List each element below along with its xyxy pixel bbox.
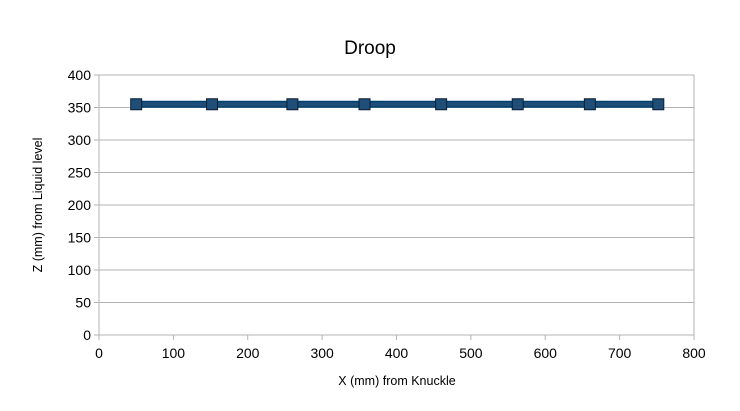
x-tick-label-400: 400 [385,345,409,361]
y-tick-label-300: 300 [68,132,92,148]
data-point-7 [652,98,665,111]
data-point-3 [358,98,371,111]
y-tick-label-400: 400 [68,67,92,83]
x-axis-label: X (mm) from Knuckle [338,374,455,388]
data-point-4 [435,98,448,111]
data-point-1 [206,98,219,111]
x-tick-label-500: 500 [459,345,483,361]
x-tick-label-100: 100 [162,345,186,361]
y-tick-label-250: 250 [68,165,92,181]
chart-title: Droop [344,38,396,59]
y-tick-label-150: 150 [68,230,92,246]
x-tick-label-300: 300 [310,345,334,361]
data-point-2 [286,98,299,111]
y-tick-label-200: 200 [68,197,92,213]
data-point-5 [511,98,524,111]
x-tick-label-0: 0 [95,345,103,361]
series-layer [130,98,665,111]
y-tick-label-0: 0 [83,327,91,343]
y-axis-label: Z (mm) from Liquid level [31,138,45,273]
grid-layer [99,107,694,303]
x-tick-label-700: 700 [608,345,632,361]
y-tick-label-100: 100 [68,262,92,278]
ticks-layer: 0 50 100 150 200 250 300 350 400 0 100 200 300 400 500… [68,67,706,361]
y-tick-label-50: 50 [75,295,91,311]
x-tick-label-800: 800 [682,345,706,361]
x-tick-label-600: 600 [534,345,558,361]
data-point-6 [583,98,596,111]
y-tick-label-350: 350 [68,100,92,116]
x-tick-label-200: 200 [236,345,260,361]
data-point-0 [130,98,143,111]
